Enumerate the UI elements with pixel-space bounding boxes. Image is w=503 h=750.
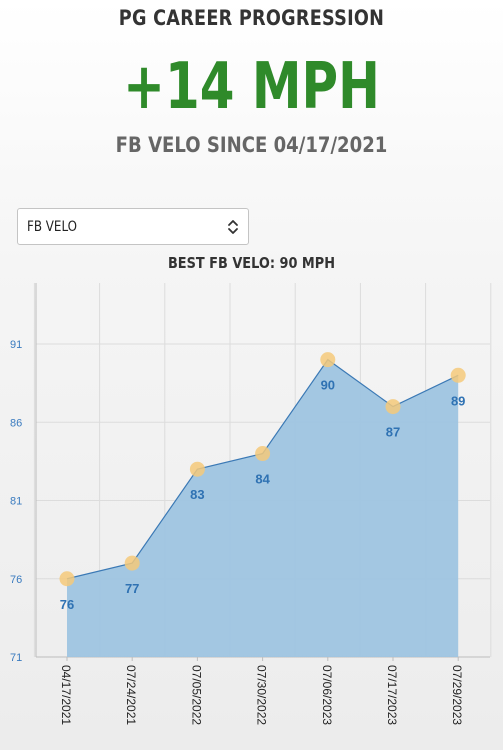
metric-select[interactable]: FB VELO — [17, 208, 249, 245]
data-point — [189, 461, 205, 477]
x-tick-label: 07/06/2023 — [320, 665, 334, 725]
data-label: 76 — [60, 597, 74, 612]
data-point — [320, 352, 336, 368]
data-label: 84 — [255, 472, 270, 487]
data-point — [385, 399, 401, 415]
y-tick-label: 86 — [10, 417, 22, 429]
data-label: 87 — [386, 425, 400, 440]
velocity-gain-metric: +14 MPH — [123, 50, 380, 124]
data-point — [124, 555, 140, 571]
x-tick-label: 07/05/2022 — [189, 665, 203, 725]
page-title: PG CAREER PROGRESSION — [118, 6, 385, 30]
y-tick-label: 81 — [10, 496, 22, 508]
chevron-up-down-icon — [228, 220, 238, 234]
data-point — [450, 367, 466, 383]
y-tick-label: 71 — [10, 652, 22, 664]
data-point — [255, 446, 271, 462]
chart-title: BEST FB VELO: 90 MPH — [167, 254, 336, 272]
x-tick-label: 04/17/2021 — [59, 665, 73, 725]
data-point — [59, 571, 75, 587]
page-subtitle: FB VELO SINCE 04/17/2021 — [115, 133, 388, 157]
x-tick-label: 07/29/2023 — [450, 665, 464, 725]
y-tick-label: 91 — [10, 339, 22, 351]
data-label: 90 — [321, 378, 335, 393]
data-label: 83 — [190, 487, 204, 502]
y-tick-label: 76 — [10, 574, 22, 586]
x-tick-label: 07/30/2022 — [255, 665, 269, 725]
x-tick-label: 07/17/2023 — [385, 665, 399, 725]
area-fill — [67, 359, 459, 657]
data-label: 89 — [451, 393, 465, 408]
metric-select-value: FB VELO — [27, 219, 78, 235]
x-tick-label: 07/24/2021 — [124, 665, 138, 725]
data-label: 77 — [125, 581, 139, 596]
